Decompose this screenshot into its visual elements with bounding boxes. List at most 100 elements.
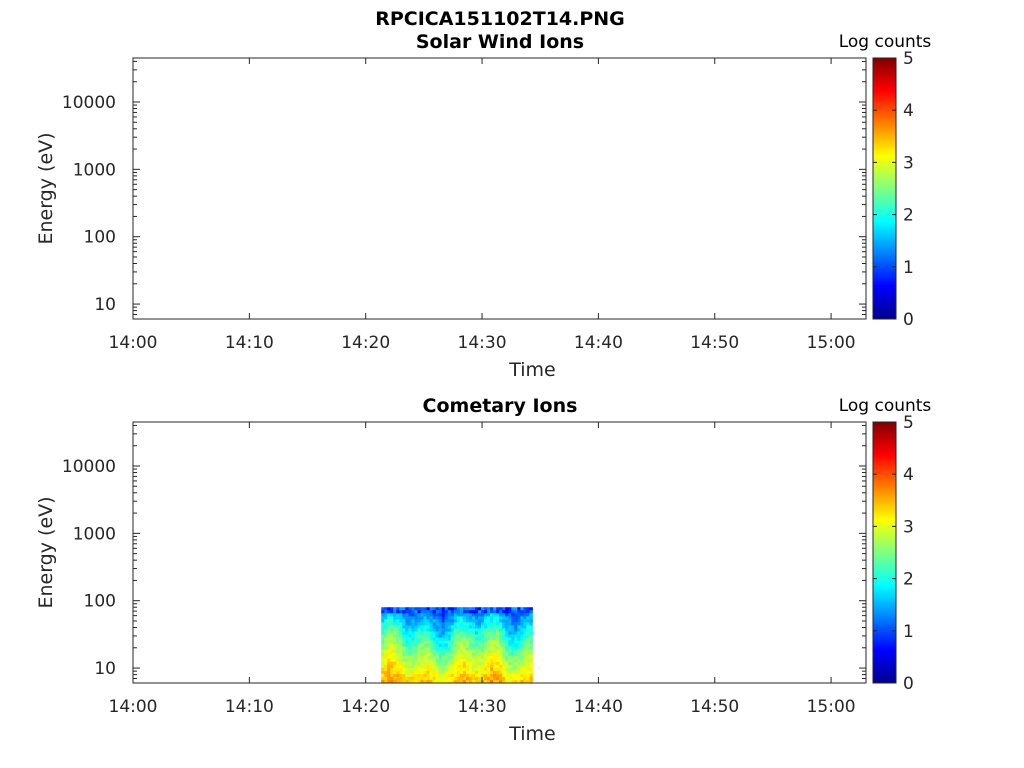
heat-cell [393,607,397,611]
colorbar-label: Log counts [839,32,932,52]
heat-cell [444,649,449,654]
heat-cell [432,679,437,684]
heat-cell [447,652,452,657]
heat-cell [499,616,503,620]
heat-cell [511,649,515,654]
heat-cell [526,640,530,644]
heat-cell [465,631,470,635]
heat-cell [399,640,403,644]
heat-cell [414,628,418,632]
heat-cell [529,619,533,623]
heat-cell [496,664,500,669]
heat-cell [508,679,512,684]
heat-cell [438,634,443,638]
heat-cell [399,619,403,623]
heat-cell [435,619,440,623]
heat-cell [502,622,506,626]
heat-cell [429,625,434,629]
heat-cell [393,640,397,644]
heat-cell [447,664,452,669]
x-tick-label: 14:30 [458,697,507,717]
heat-cell [447,649,452,654]
heat-cell [420,628,424,632]
heat-cell [456,607,461,611]
heat-cell [496,661,500,666]
heat-cell [414,643,418,648]
heat-cell [523,616,527,620]
heat-cell [499,655,503,660]
heat-cell [493,607,497,611]
heat-cell [426,610,431,614]
heat-cell [499,643,503,648]
heat-cell [474,607,479,611]
heat-cell [399,673,403,678]
heat-cell [456,610,461,614]
heat-cell [399,667,403,672]
heat-cell [438,661,443,666]
colorbar-tick-label: 0 [903,310,914,330]
heat-cell [511,628,515,632]
heat-cell [496,631,500,635]
heat-cell [484,643,488,648]
heat-cell [471,646,476,651]
heat-cell [444,625,449,629]
heat-cell [432,628,437,632]
heat-cell [381,613,385,617]
heat-cell [426,607,431,611]
heat-cell [508,667,512,672]
heat-cell [481,658,485,663]
heat-cell [526,664,530,669]
heat-cell [459,610,464,614]
heat-cell [471,643,476,648]
heat-cell [471,616,476,620]
heat-cell [520,652,524,657]
heat-cell [517,658,521,663]
heat-cell [496,640,500,644]
heat-cell [499,610,503,614]
heat-cell [450,619,455,623]
heat-cell [423,613,427,617]
heat-cell [474,625,479,629]
heat-cell [484,616,488,620]
heat-cell [405,667,409,672]
heat-cell [441,643,446,648]
heat-cell [474,631,479,635]
heat-cell [478,649,482,654]
x-tick-label: 14:00 [109,333,158,353]
heat-cell [390,679,394,684]
heat-cell [405,649,409,654]
heat-cell [502,673,506,678]
heat-cell [384,625,388,629]
heat-cell [459,658,464,663]
heat-cell [411,640,415,644]
heat-cell [384,676,388,681]
heat-cell [505,625,509,629]
heat-cell [508,652,512,657]
heat-cell [438,652,443,657]
heat-cell [499,634,503,638]
heat-cell [529,649,533,654]
heat-cell [438,613,443,617]
heat-cell [426,679,431,684]
heat-cell [393,619,397,623]
heat-cell [523,619,527,623]
heat-cell [423,637,427,641]
heat-cell [423,622,427,626]
heat-cell [508,673,512,678]
heat-cell [478,664,482,669]
heat-cell [478,619,482,623]
heat-cell [429,670,434,675]
heat-cell [453,643,458,648]
heat-cell [423,664,427,669]
heat-cell [381,637,385,641]
heat-cell [381,622,385,626]
heat-cell [468,649,473,654]
heat-cell [432,670,437,675]
heat-cell [429,679,434,684]
heat-cell [511,652,515,657]
heat-cell [526,619,530,623]
heat-cell [462,634,467,638]
heat-cell [381,643,385,648]
heat-cell [384,619,388,623]
heat-cell [387,619,391,623]
